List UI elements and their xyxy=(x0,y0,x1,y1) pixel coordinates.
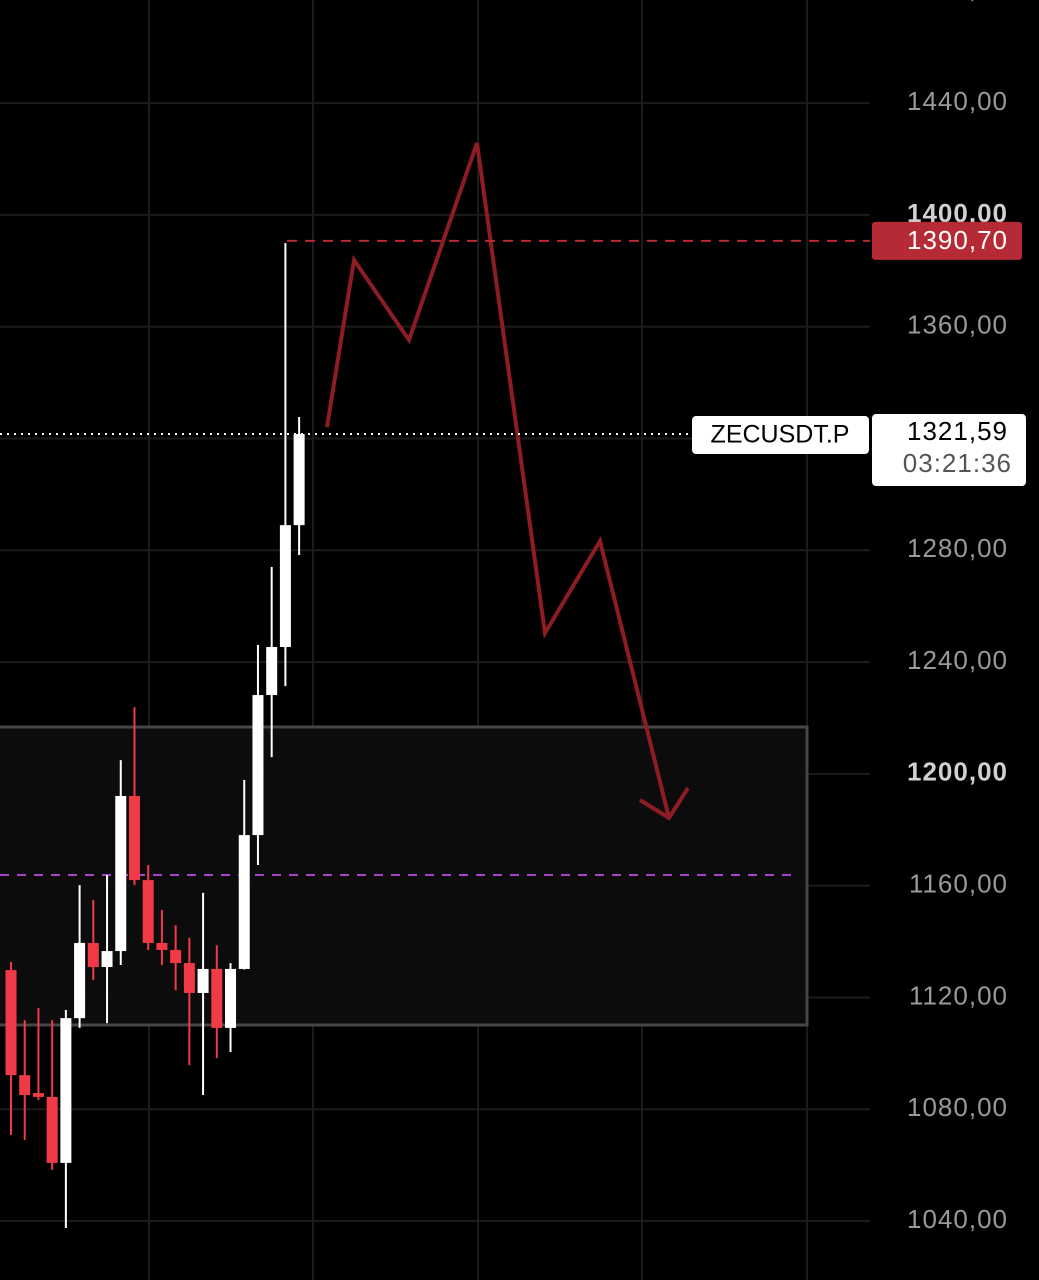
forecast-arrowhead xyxy=(638,786,690,821)
y-tick-label: 1240,00 xyxy=(907,645,1008,675)
symbol-label: ZECUSDT.P xyxy=(711,421,850,449)
candle-body xyxy=(293,434,305,526)
price-line-label: 1390,70 xyxy=(907,225,1008,255)
y-tick-label: 1040,00 xyxy=(907,1204,1008,1234)
countdown-label: 03:21:36 xyxy=(903,448,1012,478)
candle-body xyxy=(46,1096,58,1163)
candle-body xyxy=(19,1075,31,1095)
candle-body xyxy=(156,942,168,950)
candle-body xyxy=(60,1018,72,1163)
candle-body xyxy=(197,968,209,993)
candle-body xyxy=(238,835,250,969)
candle-body xyxy=(211,968,223,1028)
candle-body xyxy=(266,646,278,696)
y-tick-label: 1080,00 xyxy=(907,1092,1008,1122)
candle-body xyxy=(170,949,182,964)
candles xyxy=(5,243,305,1229)
candle-body xyxy=(225,968,237,1028)
candle-body xyxy=(183,963,195,993)
y-tick-label: 1160,00 xyxy=(909,869,1008,899)
current-price-badge xyxy=(872,414,1026,487)
price-axis: 1480,001440,001400,001360,001320,001280,… xyxy=(907,0,1008,1234)
candle-body xyxy=(74,942,86,1019)
y-tick-label: 1440,00 xyxy=(907,86,1008,116)
candle-body xyxy=(252,695,264,836)
forecast-path xyxy=(325,142,671,819)
candle-body xyxy=(5,970,17,1076)
current-price-label: 1321,59 xyxy=(907,416,1008,446)
price-line-badge xyxy=(872,221,1022,260)
candle-body xyxy=(32,1093,44,1097)
candle-body xyxy=(279,525,291,647)
candle-body xyxy=(101,951,113,967)
candle-body xyxy=(87,942,99,967)
symbol-badge xyxy=(692,416,869,455)
y-tick-label: 1280,00 xyxy=(907,533,1008,563)
y-tick-label: 1200,00 xyxy=(907,757,1008,787)
candle-body xyxy=(115,795,127,952)
y-tick-label: 1480,00 xyxy=(907,0,1008,4)
candle-body xyxy=(128,795,140,881)
y-tick-label: 1120,00 xyxy=(909,980,1008,1010)
y-tick-label: 1360,00 xyxy=(907,310,1008,340)
drawing xyxy=(325,142,690,821)
candle-body xyxy=(142,880,154,943)
